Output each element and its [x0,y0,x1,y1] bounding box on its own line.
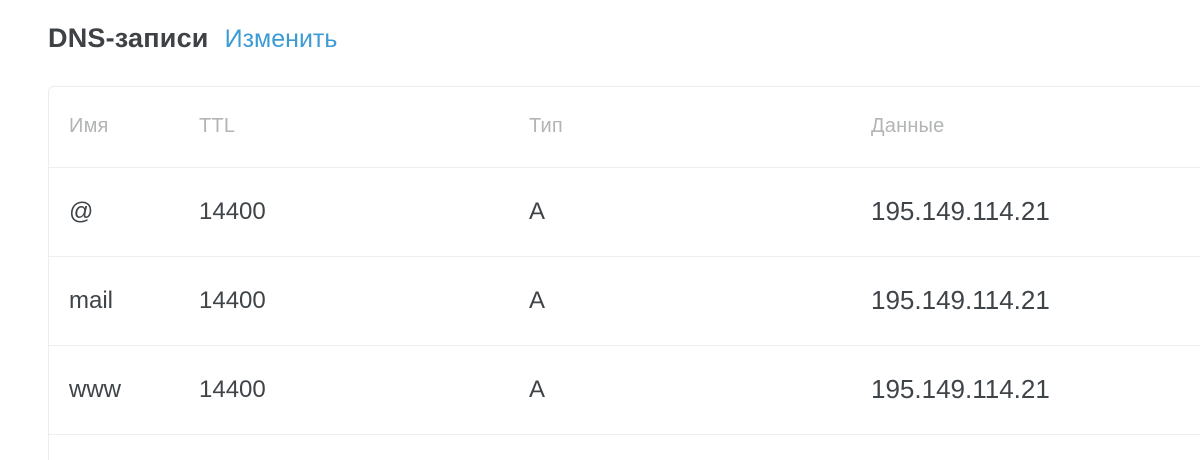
column-header-type: Тип [529,87,871,168]
header-row: Имя TTL Тип Данные [49,87,1200,168]
cell-ttl: 14400 [199,167,529,257]
table-row: mail 14400 A 195.149.114.21 [49,256,1200,346]
cell-type: A [529,167,871,257]
table-row: @ 14400 A 195.149.114.21 [49,167,1200,257]
column-header-ttl: TTL [199,87,529,168]
dns-table: Имя TTL Тип Данные @ 14400 A 195.149.114… [49,87,1200,435]
column-header-data: Данные [871,87,1200,168]
page-header: DNS-записи Изменить [48,25,337,52]
cell-ttl: 14400 [199,256,529,346]
page-title: DNS-записи [48,23,209,53]
edit-link[interactable]: Изменить [224,25,338,53]
cell-name: www [49,345,199,435]
cell-type: A [529,256,871,346]
cell-data: 195.149.114.21 [871,256,1200,346]
cell-data: 195.149.114.21 [871,345,1200,435]
cell-data: 195.149.114.21 [871,167,1200,257]
cell-name: mail [49,256,199,346]
cell-name: @ [49,167,199,257]
cell-ttl: 14400 [199,345,529,435]
dns-records-card: Имя TTL Тип Данные @ 14400 A 195.149.114… [48,86,1200,460]
table-row: www 14400 A 195.149.114.21 [49,345,1200,435]
column-header-name: Имя [49,87,199,168]
cell-type: A [529,345,871,435]
dns-table-body: @ 14400 A 195.149.114.21 mail 14400 A 19… [49,167,1200,435]
dns-table-header: Имя TTL Тип Данные [49,87,1200,168]
